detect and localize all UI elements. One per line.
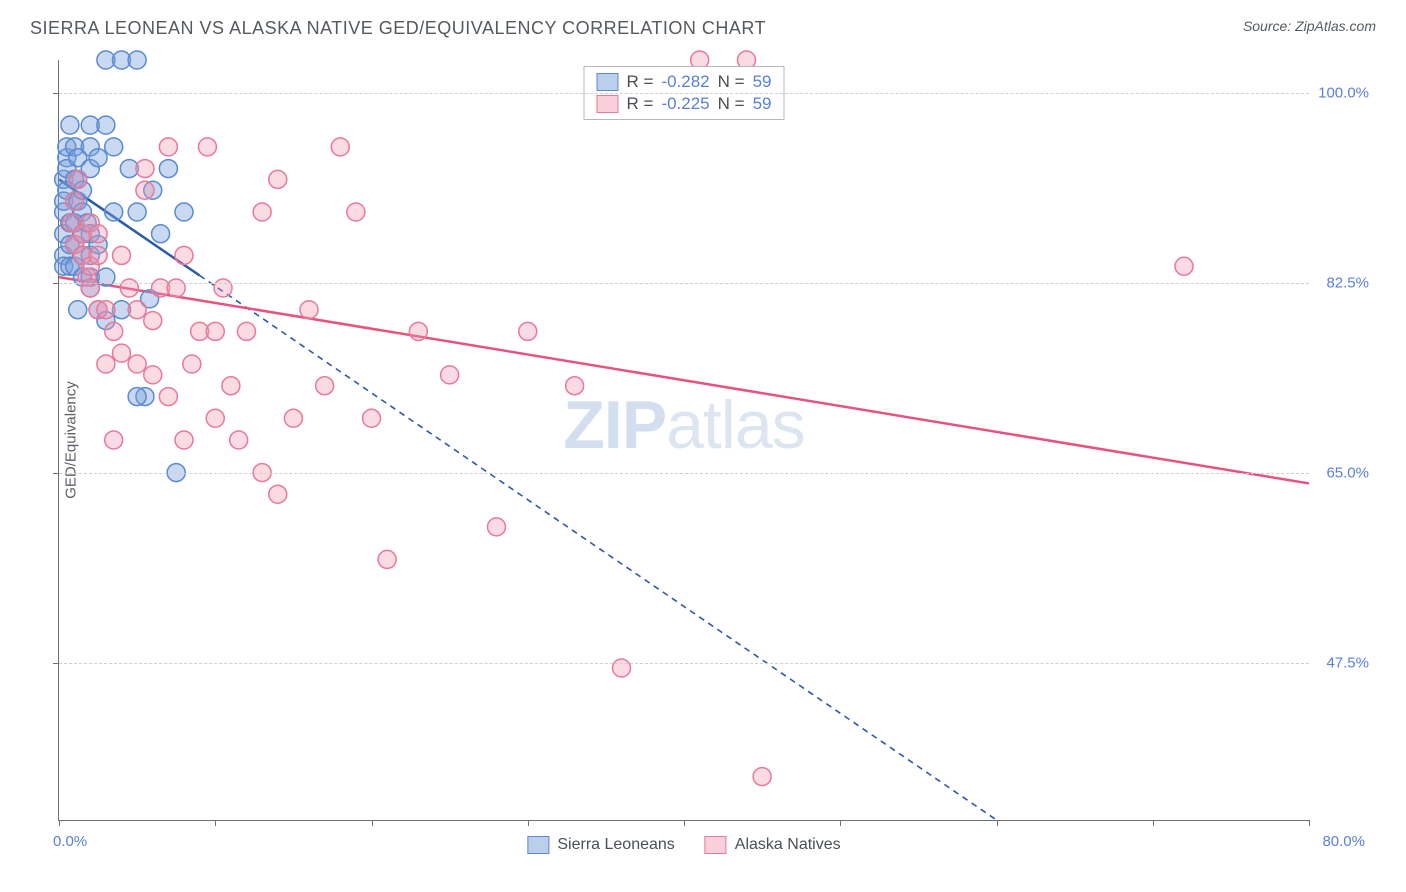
chart-title: SIERRA LEONEAN VS ALASKA NATIVE GED/EQUI…	[30, 18, 766, 39]
y-tick-label: 47.5%	[1326, 654, 1369, 671]
y-tick-mark	[53, 283, 59, 284]
y-tick-label: 65.0%	[1326, 464, 1369, 481]
legend-n-label-1: N =	[718, 94, 745, 114]
grid-line	[59, 93, 1309, 94]
y-tick-mark	[53, 473, 59, 474]
legend-bottom-swatch-pink-icon	[705, 836, 727, 854]
legend-n-label-0: N =	[718, 72, 745, 92]
legend-r-value-0: -0.282	[661, 72, 709, 92]
legend-n-value-0: 59	[753, 72, 772, 92]
source-attribution: Source: ZipAtlas.com	[1243, 18, 1376, 34]
y-tick-label: 82.5%	[1326, 274, 1369, 291]
x-tick-mark	[997, 820, 998, 826]
legend-bottom: Sierra Leoneans Alaska Natives	[527, 836, 840, 854]
source-prefix: Source:	[1243, 18, 1295, 34]
grid-line	[59, 283, 1309, 284]
legend-bottom-swatch-blue-icon	[527, 836, 549, 854]
legend-top-row-1: R = -0.225 N = 59	[597, 93, 772, 115]
chart-svg	[59, 60, 1309, 820]
x-tick-mark	[1309, 820, 1310, 826]
x-axis-min-label: 0.0%	[53, 833, 87, 850]
legend-bottom-label-0: Sierra Leoneans	[557, 836, 674, 854]
legend-top-row-0: R = -0.282 N = 59	[597, 71, 772, 93]
legend-swatch-pink-icon	[597, 95, 619, 113]
source-name: ZipAtlas.com	[1295, 18, 1376, 34]
legend-r-label-0: R =	[627, 72, 654, 92]
plot-container: GED/Equivalency ZIPatlas R = -0.282 N = …	[50, 60, 1370, 820]
y-tick-mark	[53, 93, 59, 94]
x-tick-mark	[1153, 820, 1154, 826]
legend-r-label-1: R =	[627, 94, 654, 114]
legend-bottom-item-1: Alaska Natives	[705, 836, 841, 854]
legend-bottom-label-1: Alaska Natives	[735, 836, 841, 854]
y-tick-label: 100.0%	[1318, 84, 1369, 101]
legend-swatch-blue-icon	[597, 73, 619, 91]
legend-bottom-item-0: Sierra Leoneans	[527, 836, 674, 854]
legend-r-value-1: -0.225	[661, 94, 709, 114]
x-tick-mark	[528, 820, 529, 826]
x-tick-mark	[59, 820, 60, 826]
legend-n-value-1: 59	[753, 94, 772, 114]
grid-line	[59, 663, 1309, 664]
x-tick-mark	[840, 820, 841, 826]
x-tick-mark	[372, 820, 373, 826]
x-axis-max-label: 80.0%	[1322, 833, 1365, 850]
grid-line	[59, 473, 1309, 474]
plot-area: ZIPatlas R = -0.282 N = 59 R = -0.225 N …	[58, 60, 1309, 821]
y-tick-mark	[53, 663, 59, 664]
x-tick-mark	[215, 820, 216, 826]
x-tick-mark	[684, 820, 685, 826]
header-bar: SIERRA LEONEAN VS ALASKA NATIVE GED/EQUI…	[0, 0, 1406, 39]
